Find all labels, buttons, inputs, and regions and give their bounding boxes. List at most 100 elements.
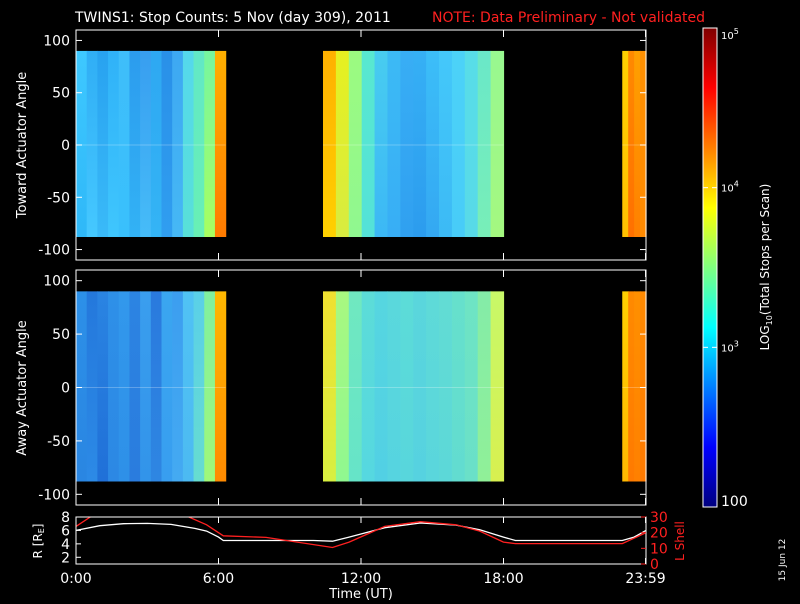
right-tick-label: 0 bbox=[650, 557, 659, 573]
x-tick-label: 0:00 bbox=[60, 571, 91, 587]
y-tick-label: 100 bbox=[43, 33, 70, 49]
data-preliminary-note: NOTE: Data Preliminary - Not validated bbox=[432, 10, 705, 26]
heatmap-column bbox=[426, 50, 440, 237]
away-y-axis: 100 50 0 -50 -100 bbox=[38, 274, 646, 503]
y-tick-label: 0 bbox=[61, 138, 70, 154]
heatmap-column bbox=[323, 291, 337, 482]
x-tick-label: 12:00 bbox=[341, 571, 381, 587]
heatmap-column bbox=[451, 50, 466, 237]
heatmap-column bbox=[387, 50, 401, 237]
y-tick-label: -100 bbox=[38, 243, 70, 259]
y-tick-label: -50 bbox=[47, 190, 70, 206]
y-tick-label: 100 bbox=[43, 274, 70, 290]
right-tick-label: 20 bbox=[650, 526, 668, 542]
heatmap-column bbox=[439, 291, 453, 482]
right-tick-label: 10 bbox=[650, 541, 668, 557]
x-axis-label: Time (UT) bbox=[328, 587, 393, 600]
orbit-lines bbox=[76, 517, 646, 549]
heatmap-column bbox=[150, 291, 163, 482]
heatmap-column bbox=[622, 291, 629, 482]
away-heatmap bbox=[76, 291, 647, 482]
x-tick-label: 6:00 bbox=[203, 571, 234, 587]
heatmap-column bbox=[172, 291, 184, 482]
heatmap-column bbox=[464, 50, 479, 237]
r-label-end: ] bbox=[31, 524, 45, 529]
heatmap-column bbox=[413, 50, 427, 237]
heatmap-column bbox=[335, 50, 350, 237]
heatmap-column bbox=[640, 50, 647, 237]
left-tick-label: 2 bbox=[61, 550, 70, 566]
heatmap-column bbox=[161, 291, 173, 482]
heatmap-column bbox=[129, 291, 141, 482]
heatmap-column bbox=[76, 50, 88, 237]
y-tick-label: -100 bbox=[38, 487, 70, 503]
y-tick-label: 50 bbox=[52, 327, 70, 343]
heatmap-column bbox=[400, 50, 414, 237]
heatmap-column bbox=[361, 291, 376, 482]
heatmap-column bbox=[628, 50, 635, 237]
heatmap-column bbox=[204, 50, 216, 237]
orbit-right-y-label: L Shell bbox=[673, 521, 687, 561]
heatmap-column bbox=[348, 291, 363, 482]
r-series-line bbox=[76, 522, 646, 542]
panel-toward: 100 50 0 -50 -100 Toward Actuator Angle bbox=[15, 29, 647, 261]
heatmap-column bbox=[634, 291, 641, 482]
heatmap-column bbox=[86, 291, 98, 482]
x-tick-label: 23:59 bbox=[625, 571, 665, 587]
y-tick-label: 0 bbox=[61, 381, 70, 397]
heatmap-column bbox=[374, 291, 389, 482]
colorbar-ticks: 105 104 103 100 bbox=[703, 27, 748, 510]
colorbar-frame bbox=[702, 27, 718, 508]
left-tick-label: 8 bbox=[61, 510, 70, 526]
orbit-left-y-label: R [RE] bbox=[31, 524, 46, 559]
panel-away: 100 50 0 -50 -100 Away Actuator Angle bbox=[15, 269, 647, 506]
heatmap-column bbox=[214, 50, 227, 237]
away-x-ticks bbox=[75, 270, 647, 505]
heatmap-column bbox=[118, 50, 131, 237]
heatmap-column bbox=[108, 291, 120, 482]
away-y-label: Away Actuator Angle bbox=[15, 320, 30, 455]
toward-y-axis: 100 50 0 -50 -100 bbox=[38, 33, 646, 259]
orbit-x-axis: 0:00 6:00 12:00 18:00 23:59 bbox=[60, 517, 666, 587]
x-tick-label: 18:00 bbox=[483, 571, 523, 587]
colorbar-label-sub: 10 bbox=[765, 315, 774, 325]
heatmap-column bbox=[129, 50, 141, 237]
heatmap-column bbox=[477, 50, 492, 237]
heatmap-column bbox=[86, 50, 98, 237]
heatmap-column bbox=[400, 291, 414, 482]
heatmap-column bbox=[214, 291, 227, 482]
heatmap-column bbox=[97, 291, 109, 482]
heatmap-column bbox=[361, 50, 376, 237]
heatmap-column bbox=[387, 291, 401, 482]
heatmap-column bbox=[335, 291, 350, 482]
colorbar-tick-label: 105 bbox=[721, 27, 739, 42]
heatmap-column bbox=[140, 291, 152, 482]
colorbar-tick-label: 104 bbox=[721, 180, 739, 195]
heatmap-column bbox=[490, 291, 505, 482]
toward-x-ticks bbox=[75, 30, 647, 260]
heatmap-column bbox=[108, 50, 120, 237]
heatmap-column bbox=[477, 291, 492, 482]
heatmap-column bbox=[628, 291, 635, 482]
toward-y-label: Toward Actuator Angle bbox=[15, 72, 30, 219]
y-tick-label: -50 bbox=[47, 434, 70, 450]
heatmap-column bbox=[413, 291, 427, 482]
heatmap-column bbox=[374, 50, 389, 237]
heatmap-column bbox=[118, 291, 131, 482]
heatmap-column bbox=[182, 291, 195, 482]
r-label-main: R [R bbox=[31, 533, 45, 558]
heatmap-column bbox=[161, 50, 173, 237]
colorbar: 105 104 103 100 LOG10(Total Stops per Scan) bbox=[702, 27, 774, 510]
left-tick-label: 4 bbox=[61, 537, 70, 553]
heatmap-column bbox=[140, 50, 152, 237]
heatmap-column bbox=[451, 291, 466, 482]
r-label-sub: E bbox=[37, 528, 46, 533]
heatmap-column bbox=[193, 291, 205, 482]
heatmap-column bbox=[323, 50, 337, 237]
l-shell-series-line bbox=[76, 517, 646, 549]
heatmap-column bbox=[348, 50, 363, 237]
date-stamp: 15 Jun 12 bbox=[778, 539, 788, 582]
